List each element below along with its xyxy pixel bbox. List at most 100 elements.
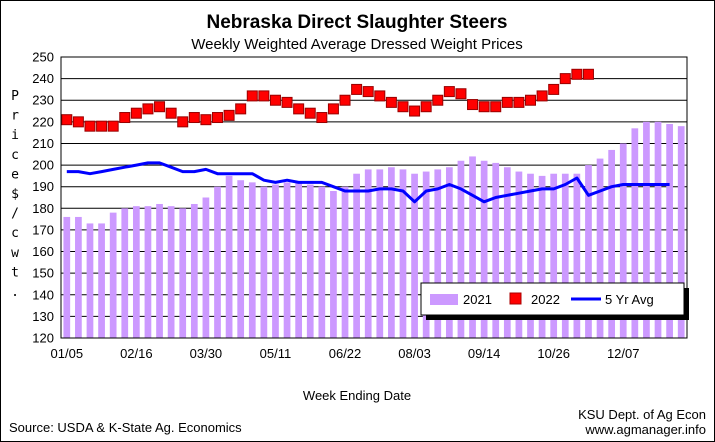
legend-swatch-2021 — [430, 294, 458, 305]
marker-2022-40 — [525, 94, 536, 106]
bar-2021-34 — [457, 160, 465, 338]
bar-2021-39 — [515, 171, 523, 338]
marker-2022-20 — [293, 103, 305, 115]
marker-2022-31 — [420, 101, 432, 113]
y-axis-label-char-0: P — [11, 89, 19, 104]
bar-2021-36 — [480, 160, 488, 338]
x-tick-label-7: 10/26 — [537, 346, 570, 361]
y-tick-label-170: 170 — [32, 222, 54, 237]
bar-2021-3 — [98, 223, 105, 338]
series-2021-bars — [63, 121, 685, 339]
y-tick-label-220: 220 — [32, 114, 54, 129]
bar-2021-53 — [677, 126, 685, 339]
x-tick-label-1: 02/16 — [120, 346, 153, 361]
y-tick-label-180: 180 — [32, 201, 54, 216]
marker-2022-19 — [281, 96, 293, 108]
marker-2022-14 — [223, 109, 235, 121]
y-axis-label-char-9: t — [11, 265, 19, 280]
bar-2021-35 — [469, 156, 476, 338]
marker-2022-26 — [362, 86, 374, 98]
marker-2022-0 — [61, 114, 73, 126]
y-tick-label-140: 140 — [32, 287, 54, 302]
y-axis-label: Price$/cwt. — [11, 89, 19, 300]
marker-2022-34 — [455, 88, 467, 100]
marker-2022-36 — [478, 101, 490, 113]
bar-2021-22 — [318, 186, 326, 338]
y-axis-label-char-5: $ — [11, 187, 19, 202]
marker-2022-23 — [327, 103, 339, 115]
bar-2021-45 — [585, 165, 592, 338]
y-tick-label-210: 210 — [32, 136, 54, 151]
y-tick-labels: 120 130 140 150 160 170 180 190 200 210 220 230 240 2… — [32, 50, 54, 346]
bar-2021-20 — [295, 182, 303, 338]
marker-2022-42 — [548, 83, 560, 95]
bar-2021-27 — [376, 169, 384, 338]
x-tick-label-2: 03/30 — [190, 346, 223, 361]
bar-2021-50 — [643, 121, 650, 338]
bar-2021-19 — [283, 182, 291, 338]
marker-2022-30 — [409, 105, 421, 117]
series-5yr-avg-line — [66, 161, 670, 204]
x-tick-label-6: 09/14 — [468, 346, 501, 361]
y-tick-label-190: 190 — [32, 179, 54, 194]
y-tick-label-240: 240 — [32, 71, 54, 86]
bar-2021-12 — [202, 197, 210, 338]
bar-2021-31 — [422, 171, 430, 338]
bar-2021-30 — [411, 173, 418, 338]
marker-2022-5 — [119, 112, 131, 124]
marker-2022-10 — [177, 116, 189, 128]
y-tick-label-130: 130 — [32, 309, 54, 324]
bar-2021-42 — [550, 173, 558, 338]
marker-2022-1 — [72, 116, 84, 128]
y-tick-label-120: 120 — [32, 331, 54, 346]
marker-2022-7 — [142, 103, 154, 115]
bar-2021-21 — [306, 184, 314, 338]
marker-2022-3 — [96, 120, 108, 132]
marker-2022-43 — [559, 73, 571, 85]
y-axis-label-char-7: c — [11, 226, 19, 241]
y-axis-label-char-6: / — [11, 207, 19, 222]
source-note: Source: USDA & K-State Ag. Economics — [9, 420, 242, 435]
bar-2021-0 — [63, 216, 71, 338]
marker-2022-35 — [467, 99, 479, 111]
bar-2021-41 — [538, 175, 546, 338]
marker-2022-22 — [316, 112, 328, 124]
x-tick-label-0: 01/05 — [51, 346, 84, 361]
y-tick-label-160: 160 — [32, 244, 54, 259]
marker-2022-44 — [571, 68, 583, 80]
marker-2022-16 — [246, 90, 258, 102]
bar-2021-28 — [388, 167, 395, 338]
bar-2021-25 — [353, 173, 360, 338]
bar-2021-13 — [214, 186, 221, 338]
bar-2021-17 — [260, 186, 268, 338]
marker-2022-32 — [432, 94, 444, 106]
marker-2022-15 — [235, 103, 247, 115]
marker-2022-2 — [84, 120, 96, 132]
x-tick-labels: 01/05 02/16 03/30 05/11 06/22 08/03 09/14 10/26… — [51, 346, 640, 361]
bar-2021-52 — [666, 124, 673, 338]
bar-2021-51 — [654, 121, 662, 338]
marker-2022-6 — [130, 107, 142, 119]
bar-2021-29 — [399, 169, 407, 338]
bar-2021-48 — [619, 143, 627, 338]
y-axis-label-char-2: i — [11, 128, 19, 143]
bar-2021-40 — [527, 173, 534, 338]
marker-2022-29 — [397, 101, 409, 113]
bar-2021-9 — [167, 206, 175, 338]
bar-2021-44 — [573, 173, 581, 338]
bar-2021-46 — [596, 158, 604, 338]
marker-2022-9 — [165, 107, 177, 119]
bar-2021-6 — [132, 206, 140, 338]
y-tick-label-150: 150 — [32, 266, 54, 281]
marker-2022-25 — [351, 83, 363, 95]
marker-2022-24 — [339, 94, 351, 106]
bar-2021-16 — [248, 182, 256, 338]
line-5yr-avg — [66, 161, 670, 204]
bar-2021-18 — [272, 184, 279, 338]
y-axis-label-char-8: w — [11, 246, 19, 261]
marker-2022-33 — [443, 86, 455, 98]
y-axis-label-char-4: e — [11, 167, 19, 182]
x-tick-label-4: 06/22 — [329, 346, 362, 361]
